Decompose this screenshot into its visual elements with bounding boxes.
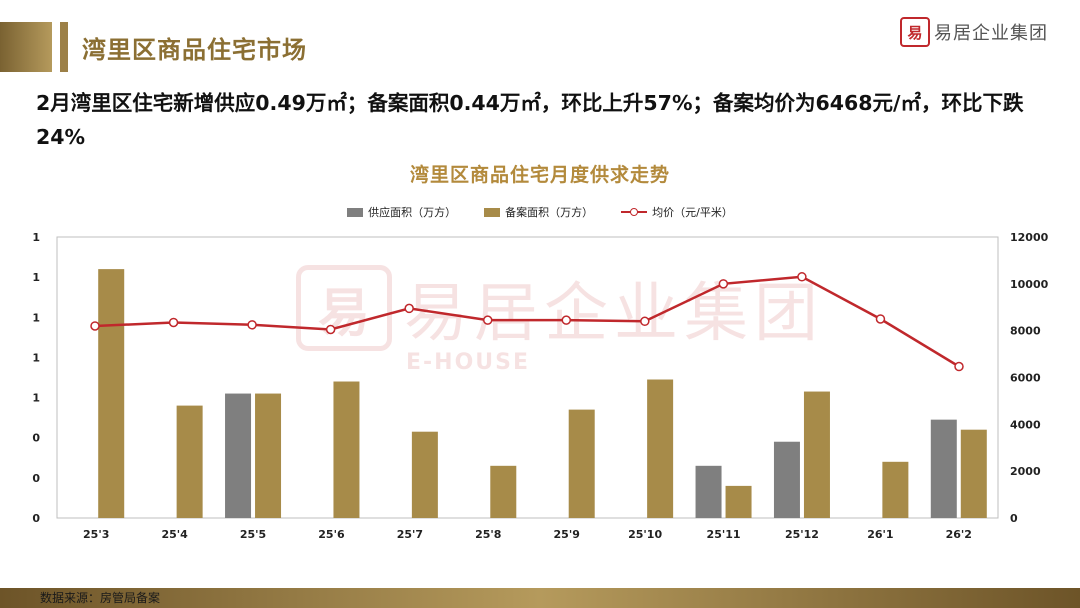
- legend-label-filing: 备案面积（万方）: [505, 206, 594, 219]
- left-axis-tick-label: 0: [32, 432, 40, 445]
- price-point: [640, 316, 650, 327]
- right-axis-tick-label: 2000: [1010, 465, 1041, 478]
- right-axis-tick-label: 10000: [1010, 278, 1049, 291]
- bar-supply: [695, 465, 722, 518]
- bar-filing: [647, 379, 674, 518]
- legend-item-price: 均价（元/平米）: [621, 204, 733, 220]
- legend-swatch-filing: [484, 207, 501, 217]
- bar-filing: [803, 391, 830, 518]
- right-axis-tick-label: 6000: [1010, 372, 1041, 385]
- x-axis-tick-label: 25'11: [707, 528, 741, 541]
- price-point: [168, 317, 179, 328]
- chart-legend: 供应面积（万方） 备案面积（万方） 均价（元/平米）: [0, 204, 1080, 220]
- bar-filing: [882, 461, 909, 518]
- x-axis-tick-label: 25'6: [318, 528, 345, 541]
- bar-filing: [411, 431, 438, 518]
- left-axis-tick-label: 0: [32, 472, 40, 485]
- price-point: [954, 361, 964, 372]
- company-logo: 易 易居企业集团: [900, 16, 1048, 48]
- x-axis-tick-label: 25'3: [83, 528, 109, 541]
- right-axis-tick-label: 4000: [1010, 418, 1041, 431]
- bar-filing: [176, 405, 203, 518]
- headline-summary: 2月湾里区住宅新增供应0.49万㎡；备案面积0.44万㎡，环比上升57%；备案均…: [36, 91, 1024, 149]
- bar-filing: [725, 485, 752, 518]
- bar-supply: [225, 393, 252, 518]
- price-point: [90, 321, 100, 331]
- data-source-note: 数据来源：房管局备案: [40, 591, 161, 605]
- x-axis-tick-label: 25'8: [475, 528, 501, 541]
- footer-band: [0, 588, 1080, 608]
- price-point: [247, 320, 257, 330]
- x-axis-tick-label: 26'1: [867, 528, 893, 541]
- left-axis-tick-label: 0: [32, 512, 40, 525]
- supply-demand-chart: 0 0 0 1 1 1 1 1 0 2000 4000 6000 8000 10000 12000 25'3 2…: [32, 231, 1049, 541]
- bar-supply: [930, 419, 957, 518]
- left-axis-tick-label: 1: [32, 271, 40, 284]
- bar-filing: [568, 409, 595, 518]
- price-point: [797, 272, 807, 282]
- x-axis-tick-label: 25'7: [397, 528, 423, 541]
- header-accent-band: [0, 22, 52, 72]
- logo-text: 易居企业集团: [934, 23, 1048, 44]
- bar-filing: [333, 381, 360, 518]
- legend-label-supply: 供应面积（万方）: [368, 206, 457, 219]
- right-axis-tick-label: 8000: [1010, 325, 1041, 338]
- bar-filing: [98, 269, 125, 518]
- page-title: 湾里区商品住宅市场: [82, 36, 307, 64]
- left-axis-tick-label: 1: [32, 351, 40, 364]
- left-axis-tick-label: 1: [32, 231, 40, 244]
- legend-label-price: 均价（元/平米）: [652, 206, 733, 219]
- price-line: [94, 275, 960, 368]
- price-point: [561, 315, 572, 325]
- logo-seal-icon: 易: [900, 17, 930, 47]
- legend-item-supply: 供应面积（万方）: [347, 204, 456, 220]
- left-axis-tick-label: 1: [32, 311, 40, 324]
- bar-filing: [960, 429, 987, 518]
- x-axis-tick-label: 25'10: [628, 528, 662, 541]
- legend-swatch-supply: [347, 207, 364, 217]
- bar-filing: [255, 393, 282, 518]
- bar-supply: [773, 441, 800, 518]
- x-axis-tick-label: 25'12: [785, 528, 819, 541]
- price-point: [404, 303, 414, 314]
- legend-swatch-price: [621, 207, 648, 217]
- x-axis-tick-label: 25'9: [554, 528, 580, 541]
- price-point: [482, 315, 493, 325]
- price-point: [875, 314, 886, 324]
- chart-title: 湾里区商品住宅月度供求走势: [409, 164, 670, 186]
- header-accent-bar: [60, 22, 68, 72]
- x-axis-tick-label: 25'5: [240, 528, 266, 541]
- price-point: [325, 324, 336, 335]
- plot-frame: [56, 236, 999, 519]
- legend-item-filing: 备案面积（万方）: [484, 204, 593, 220]
- left-axis-tick-label: 1: [32, 392, 40, 405]
- x-axis-tick-label: 26'2: [946, 528, 972, 541]
- x-axis-tick-label: 25'4: [161, 528, 188, 541]
- right-axis-tick-label: 12000: [1010, 231, 1049, 244]
- bar-filing: [490, 465, 517, 518]
- right-axis-tick-label: 0: [1010, 512, 1018, 525]
- price-point: [718, 279, 729, 289]
